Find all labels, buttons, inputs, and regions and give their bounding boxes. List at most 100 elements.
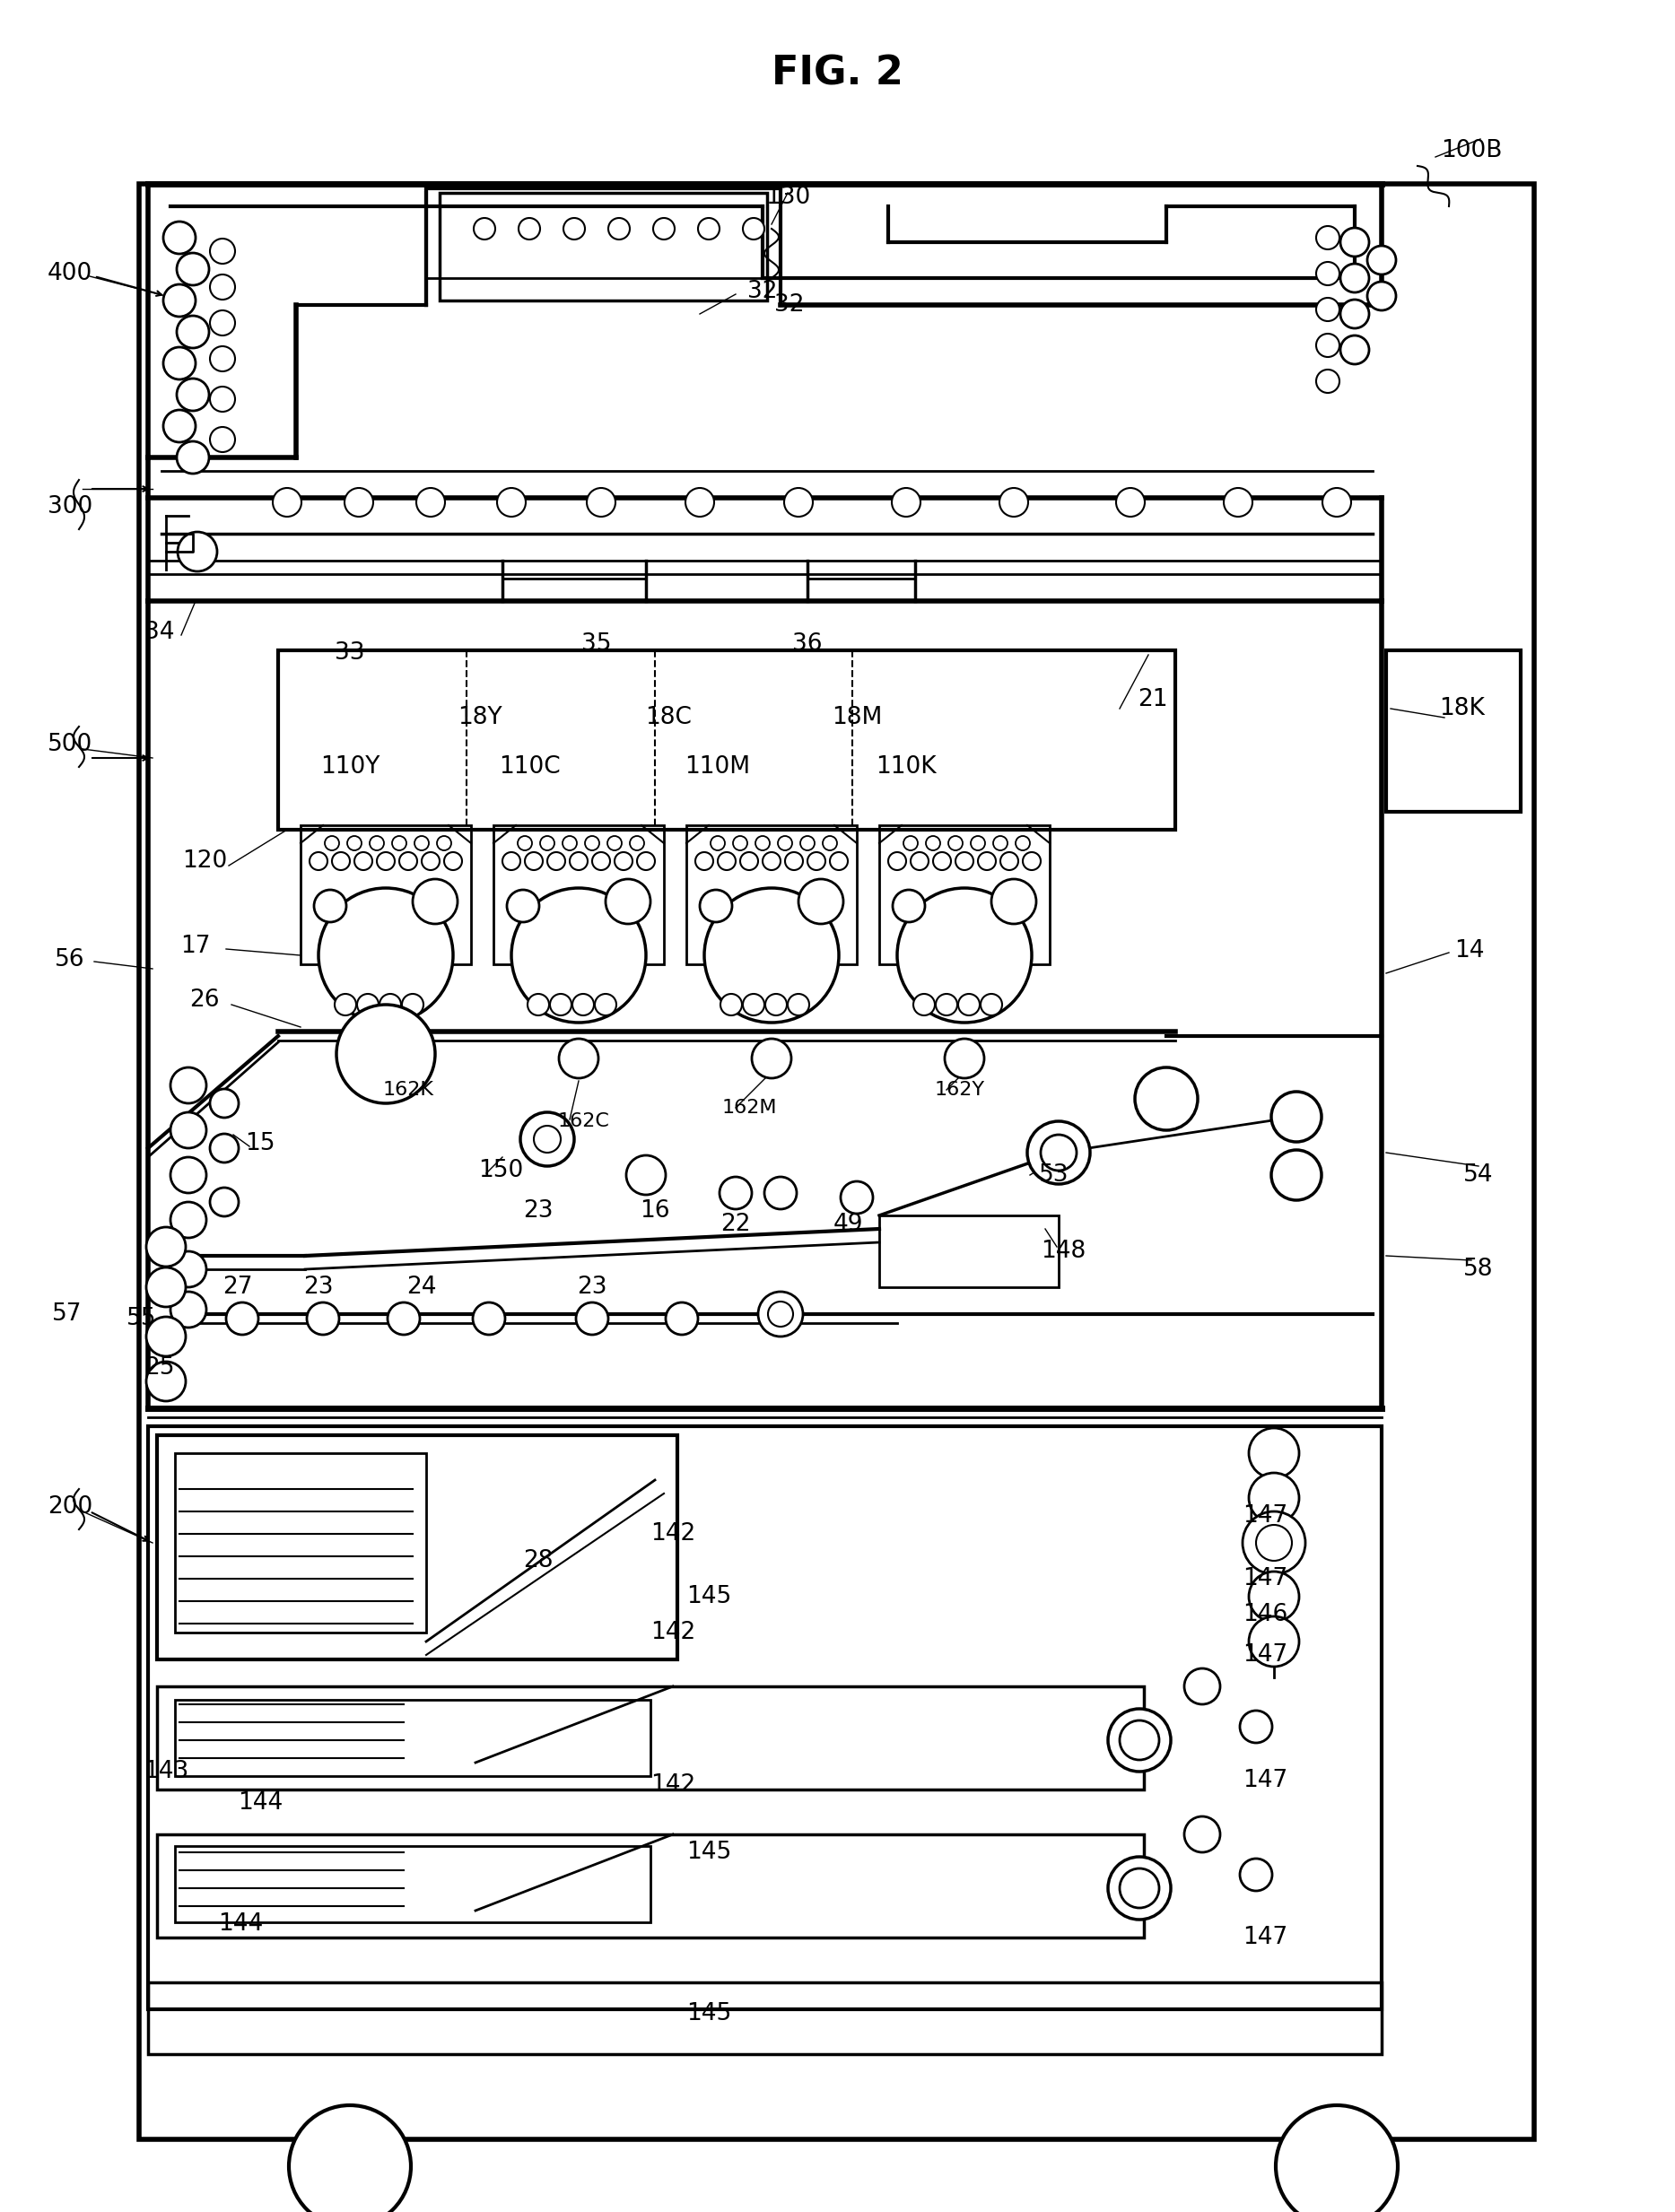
Circle shape <box>742 993 764 1015</box>
Text: 16: 16 <box>640 1199 670 1223</box>
Circle shape <box>422 852 439 869</box>
Text: 18Y: 18Y <box>457 706 502 730</box>
Text: 110K: 110K <box>876 754 936 779</box>
Text: 162Y: 162Y <box>935 1082 985 1099</box>
Text: 142: 142 <box>650 1774 695 1796</box>
Circle shape <box>913 993 935 1015</box>
Circle shape <box>1317 369 1340 394</box>
Text: 23: 23 <box>578 1276 606 1298</box>
Circle shape <box>1250 1473 1300 1524</box>
Circle shape <box>665 1303 698 1334</box>
Circle shape <box>146 1267 186 1307</box>
Text: 162K: 162K <box>382 1082 434 1099</box>
Text: 26: 26 <box>189 989 219 1011</box>
Circle shape <box>787 993 809 1015</box>
Text: 100B: 100B <box>1440 139 1502 161</box>
Circle shape <box>310 852 328 869</box>
Circle shape <box>1256 1524 1291 1562</box>
Text: 120: 120 <box>183 849 228 874</box>
Circle shape <box>539 836 554 849</box>
Circle shape <box>1119 1869 1159 1909</box>
Text: 147: 147 <box>1243 1770 1288 1792</box>
Circle shape <box>1107 1856 1171 1920</box>
Circle shape <box>1271 1150 1322 1201</box>
Text: 400: 400 <box>47 261 92 285</box>
Bar <box>879 1214 1059 1287</box>
Circle shape <box>412 878 457 925</box>
Circle shape <box>593 852 610 869</box>
Text: 147: 147 <box>1243 1566 1288 1590</box>
Circle shape <box>1240 1710 1273 1743</box>
Circle shape <box>437 836 451 849</box>
Circle shape <box>764 1177 797 1210</box>
Circle shape <box>630 836 645 849</box>
Text: 18K: 18K <box>1439 697 1486 721</box>
Circle shape <box>1184 1668 1219 1703</box>
Circle shape <box>171 1157 206 1192</box>
Circle shape <box>444 852 462 869</box>
Text: 18C: 18C <box>645 706 692 730</box>
Circle shape <box>497 489 526 518</box>
Text: 110C: 110C <box>499 754 559 779</box>
Circle shape <box>370 836 384 849</box>
Text: 18M: 18M <box>831 706 883 730</box>
Circle shape <box>1367 281 1395 310</box>
Text: 53: 53 <box>1038 1164 1069 1186</box>
Circle shape <box>945 1040 985 1077</box>
Circle shape <box>710 836 725 849</box>
Circle shape <box>226 1303 258 1334</box>
Text: FIG. 2: FIG. 2 <box>770 55 903 93</box>
Circle shape <box>534 1126 561 1152</box>
Circle shape <box>178 252 209 285</box>
Text: 36: 36 <box>792 633 822 655</box>
Circle shape <box>1000 489 1028 518</box>
Circle shape <box>162 221 196 254</box>
Bar <box>1387 650 1521 812</box>
Circle shape <box>971 836 985 849</box>
Text: 54: 54 <box>1464 1164 1494 1186</box>
Text: 147: 147 <box>1243 1927 1288 1949</box>
Circle shape <box>1040 1135 1077 1170</box>
Circle shape <box>171 1201 206 1239</box>
Circle shape <box>685 489 714 518</box>
Text: 150: 150 <box>477 1159 523 1181</box>
Circle shape <box>332 852 350 869</box>
Text: 110M: 110M <box>685 754 750 779</box>
Circle shape <box>608 836 621 849</box>
Text: 28: 28 <box>523 1548 553 1573</box>
Circle shape <box>209 1135 238 1164</box>
Circle shape <box>608 219 630 239</box>
Bar <box>278 650 1176 830</box>
Text: 24: 24 <box>407 1276 437 1298</box>
Circle shape <box>209 387 234 411</box>
Bar <box>157 1686 1144 1790</box>
Circle shape <box>519 219 539 239</box>
Circle shape <box>1107 1710 1171 1772</box>
Circle shape <box>474 219 496 239</box>
Circle shape <box>893 889 925 922</box>
Circle shape <box>209 310 234 336</box>
Circle shape <box>595 993 616 1015</box>
Text: 145: 145 <box>687 1840 732 1865</box>
Circle shape <box>1224 489 1253 518</box>
Circle shape <box>347 836 362 849</box>
Text: 56: 56 <box>55 949 85 971</box>
Text: 300: 300 <box>47 495 92 518</box>
Circle shape <box>162 285 196 316</box>
Bar <box>300 825 471 964</box>
Text: 35: 35 <box>581 633 611 655</box>
Text: 162M: 162M <box>722 1099 777 1117</box>
Circle shape <box>146 1363 186 1400</box>
Circle shape <box>178 531 218 571</box>
Circle shape <box>288 2106 410 2212</box>
Circle shape <box>720 993 742 1015</box>
Circle shape <box>417 489 446 518</box>
Circle shape <box>1340 228 1368 257</box>
Text: 146: 146 <box>1243 1604 1288 1626</box>
Circle shape <box>933 852 951 869</box>
Circle shape <box>511 887 647 1022</box>
Circle shape <box>162 409 196 442</box>
Text: 144: 144 <box>218 1913 263 1936</box>
Circle shape <box>1317 226 1340 250</box>
Text: 145: 145 <box>687 2002 732 2026</box>
